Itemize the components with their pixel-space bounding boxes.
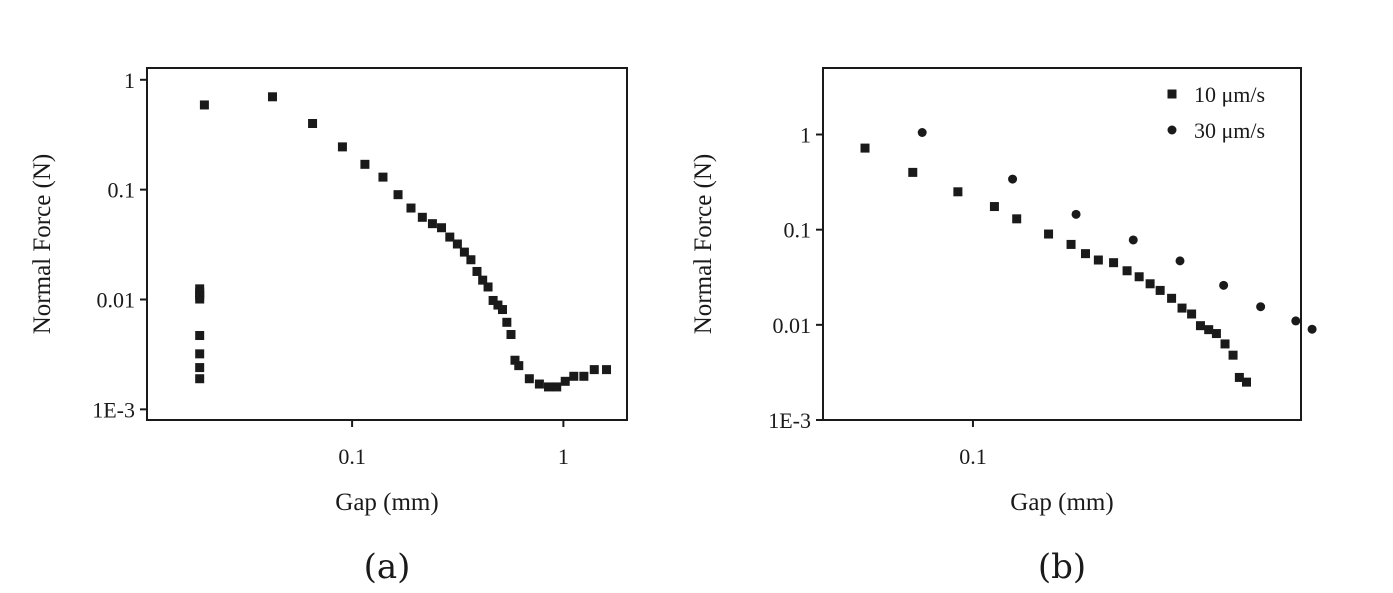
chart-a-point <box>466 255 476 265</box>
chart-a-caption: (a) <box>364 547 411 587</box>
chart-a-plot-frame <box>146 67 628 421</box>
chart-a-point <box>493 300 503 310</box>
chart-a-point <box>543 382 553 392</box>
chart-a-point <box>472 266 482 276</box>
chart-a-point <box>199 100 209 110</box>
chart-a-y-tick-label: 1 <box>124 68 135 93</box>
chart-b-point-series-1 <box>1228 350 1238 360</box>
chart-b-y-axis-title: Normal Force (N) <box>690 154 717 335</box>
chart-b-point-series-1 <box>1044 229 1054 239</box>
chart-a-point <box>267 92 277 102</box>
chart-a-point <box>552 382 562 392</box>
chart-b-point-series-1 <box>1155 285 1165 295</box>
chart-a-point <box>195 363 205 373</box>
chart-b-point-series-2 <box>1256 302 1266 312</box>
chart-b-point-series-1 <box>953 187 963 197</box>
chart-a-point <box>417 212 427 222</box>
chart-b-caption: (b) <box>1038 547 1086 587</box>
chart-a-point <box>195 331 205 341</box>
chart-b-legend-marker <box>1167 125 1177 135</box>
chart-b-point-series-2 <box>1219 280 1229 290</box>
chart-b-point-series-1 <box>989 202 999 212</box>
chart-b-point-series-1 <box>1167 293 1177 303</box>
chart-a-point <box>406 203 416 213</box>
chart-a-point <box>514 361 524 371</box>
chart-a-point <box>569 371 579 381</box>
chart-a-y-axis-title: Normal Force (N) <box>29 154 56 335</box>
chart-b-point-series-1 <box>1234 372 1244 382</box>
chart-b-point-series-2 <box>917 127 927 137</box>
chart-a-point <box>459 247 469 257</box>
chart-a-point <box>602 365 612 375</box>
chart-a-point <box>337 142 347 152</box>
chart-a-point <box>445 232 455 242</box>
chart-b-point-series-1 <box>1220 339 1230 349</box>
chart-a-point <box>437 223 447 233</box>
chart-b-x-axis-title: Gap (mm) <box>1010 489 1113 516</box>
chart-b-y-tick-label: 0.1 <box>784 218 812 243</box>
chart-b-point-series-2 <box>1307 324 1317 334</box>
chart-b-legend-marker <box>1167 89 1177 99</box>
chart-b-point-series-2 <box>1128 235 1138 245</box>
chart-a-x-tick-label: 0.1 <box>338 444 366 469</box>
chart-b-point-series-1 <box>1211 329 1221 339</box>
chart-b-point-series-2 <box>1071 209 1081 219</box>
chart-a-point <box>478 275 488 285</box>
chart-a-x-axis-title: Gap (mm) <box>335 489 438 516</box>
chart-a-point <box>510 355 520 365</box>
chart-a-point <box>579 371 589 381</box>
chart-a-point <box>483 282 493 292</box>
chart-a-point <box>452 239 462 249</box>
chart-a-point <box>502 317 512 327</box>
chart-a-point <box>378 172 388 182</box>
chart-a-point <box>506 330 516 340</box>
chart-b-point-series-2 <box>1291 316 1301 326</box>
chart-a-x-tick-label: 1 <box>558 444 569 469</box>
chart-b-point-series-1 <box>1122 266 1132 276</box>
chart-b-y-tick-label: 1E-3 <box>768 408 811 433</box>
chart-b-point-series-1 <box>1080 249 1090 259</box>
chart-b-point-series-1 <box>1177 303 1187 313</box>
chart-b-plot-frame <box>822 67 1302 421</box>
chart-b-x-tick-label: 0.1 <box>959 444 987 469</box>
chart-b-point-series-1 <box>1145 279 1155 289</box>
chart-a-point <box>195 349 205 359</box>
chart-a-point <box>360 159 370 169</box>
chart-a-point <box>195 294 205 304</box>
chart-b-point-series-1 <box>1093 255 1103 265</box>
chart-b-point-series-1 <box>1204 325 1214 335</box>
chart-b-point-series-1 <box>1134 272 1144 282</box>
chart-a-point <box>497 305 507 315</box>
chart-a-point <box>195 374 205 384</box>
chart-b-y-tick-label: 0.01 <box>773 313 812 338</box>
chart-a-point <box>524 374 534 384</box>
chart-b-legend-label: 30 μm/s <box>1194 118 1265 143</box>
chart-b-point-series-1 <box>1187 309 1197 319</box>
chart-b-point-series-1 <box>1242 377 1252 387</box>
chart-a-point <box>427 219 437 229</box>
chart-a-point <box>488 295 498 305</box>
chart-b-legend-label: 10 μm/s <box>1194 82 1265 107</box>
chart-b-point-series-1 <box>1195 321 1205 331</box>
chart-b-point-series-1 <box>860 143 870 153</box>
chart-b-point-series-1 <box>1109 258 1119 268</box>
chart-b-point-series-1 <box>1012 214 1022 224</box>
chart-a-point <box>589 365 599 375</box>
chart-b-point-series-2 <box>1008 174 1018 184</box>
chart-b-point-series-1 <box>1066 239 1076 249</box>
chart-a-y-tick-label: 0.01 <box>97 287 136 312</box>
chart-a-point <box>560 376 570 386</box>
chart-b-point-series-1 <box>908 167 918 177</box>
chart-a-y-tick-label: 1E-3 <box>92 397 135 422</box>
chart-b-y-tick-label: 1 <box>800 123 811 148</box>
chart-a-point <box>393 190 403 200</box>
chart-a-point <box>308 118 318 128</box>
chart-a-y-tick-label: 0.1 <box>108 178 136 203</box>
chart-a-point <box>534 379 544 389</box>
chart-b-point-series-2 <box>1175 256 1185 266</box>
